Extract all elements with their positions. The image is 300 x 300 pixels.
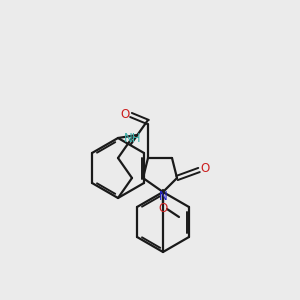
Text: O: O	[200, 161, 210, 175]
Text: NH: NH	[124, 133, 142, 146]
Text: O: O	[158, 202, 168, 215]
Text: O: O	[120, 109, 130, 122]
Text: N: N	[159, 190, 167, 203]
